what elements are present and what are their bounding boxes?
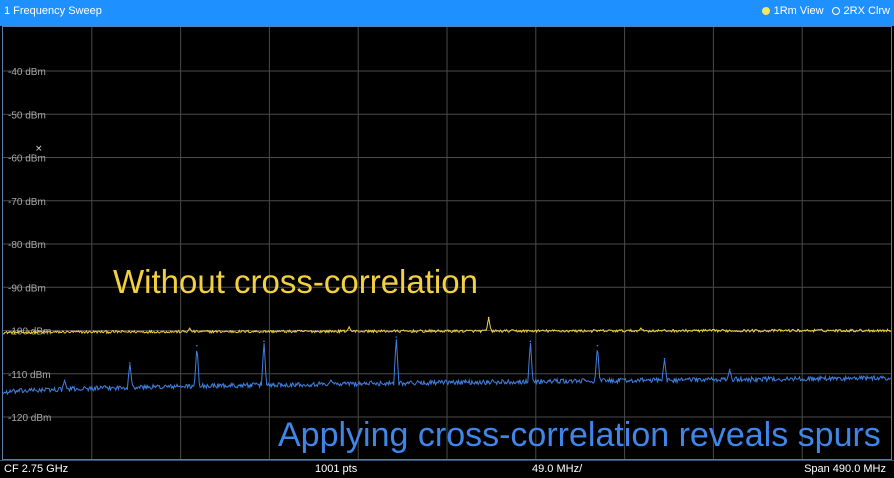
trace-1-label: 1Rm View <box>773 5 824 17</box>
y-tick-label: -60 dBm <box>8 154 46 165</box>
trace-2-spur-point <box>728 368 731 371</box>
marker-cross-icon: × <box>35 144 43 154</box>
trace-2-spur-point <box>663 357 666 360</box>
spectrum-plot: -40 dBm -50 dBm -60 dBm -70 dBm -80 dBm -90 d… <box>3 27 891 459</box>
trace-2-spur-point <box>330 379 332 382</box>
trace-1-spur-point <box>640 327 642 330</box>
y-tick-label: -80 dBm <box>8 240 46 251</box>
trace-2-spur-point <box>681 379 684 382</box>
trace-2-spur-point <box>395 336 398 338</box>
window-title: 1 Frequency Sweep <box>4 5 102 17</box>
frequency-span[interactable]: Span 490.0 MHz <box>804 463 886 475</box>
frequency-per-division[interactable]: 49.0 MHz/ <box>532 463 583 475</box>
sweep-points[interactable]: 1001 pts <box>315 463 358 475</box>
y-tick-label: -120 dBm <box>8 413 51 424</box>
y-tick-label: -70 dBm <box>8 197 46 208</box>
window-title-bar[interactable]: 1 Frequency Sweep 1Rm View 2RX Clrw <box>0 0 894 26</box>
trace-2-label: 2RX Clrw <box>843 5 890 17</box>
status-bar: CF 2.75 GHz 1001 pts 49.0 MHz/ Span 490.… <box>0 460 894 478</box>
trace-1-spur-point <box>348 326 350 328</box>
trace-1-spur-point <box>487 316 490 319</box>
trace-2-spur-point <box>129 362 131 364</box>
trace-2-spur-point <box>263 340 265 343</box>
trace-1-spur-point <box>188 327 191 330</box>
trace-2-spur-point <box>63 379 66 382</box>
y-tick-label: -50 dBm <box>8 110 46 121</box>
trace-2-legend[interactable]: 2RX Clrw <box>831 5 890 17</box>
hollow-dot-icon <box>831 7 840 15</box>
without-cross-correlation-label: Without cross-correlation <box>113 263 478 300</box>
with-cross-correlation-label: Applying cross-correlation reveals spurs <box>278 416 881 454</box>
trace-1-legend[interactable]: 1Rm View <box>761 5 824 17</box>
center-frequency[interactable]: CF 2.75 GHz <box>4 463 69 475</box>
filled-dot-icon <box>761 7 770 15</box>
trace-2-spur-point <box>529 340 532 343</box>
trace-1-line <box>3 317 891 335</box>
trace-2-spur-point <box>196 344 198 347</box>
trace-legend: 1Rm View 2RX Clrw <box>754 5 890 17</box>
y-tick-label: -110 dBm <box>8 370 51 381</box>
y-tick-label: -90 dBm <box>8 283 46 294</box>
plot-area[interactable]: -40 dBm -50 dBm -60 dBm -70 dBm -80 dBm -90 d… <box>2 26 892 460</box>
trace-2-spur-point <box>596 344 599 347</box>
trace-2-spur-point <box>464 381 466 384</box>
trace-2-line <box>3 339 891 396</box>
y-tick-label: -40 dBm <box>8 67 46 78</box>
